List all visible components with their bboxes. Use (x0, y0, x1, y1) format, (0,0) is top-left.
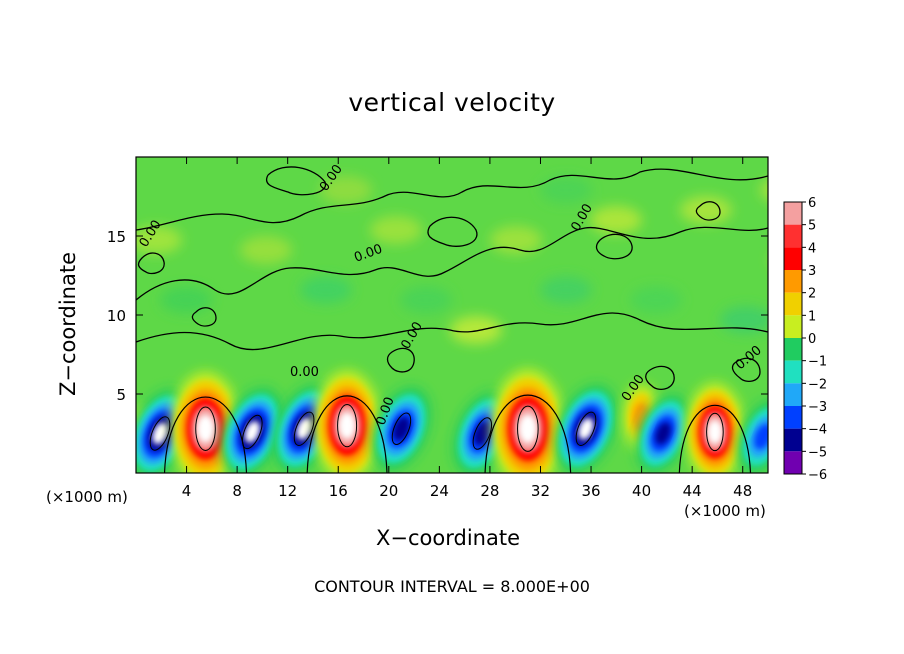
x-axis: 4 8 12 16 20 24 28 32 36 40 44 48 (182, 157, 752, 500)
cell-contour (706, 412, 724, 452)
velocity-cell (221, 387, 284, 473)
colorbar-label: 2 (808, 287, 816, 302)
contour-line (695, 201, 721, 221)
velocity-cell (554, 384, 618, 473)
contour-line (595, 233, 633, 260)
contour-line (137, 252, 165, 275)
x-tick-label: 4 (182, 482, 192, 500)
colorbar-label: −6 (808, 468, 827, 483)
contour-interval-caption: CONTOUR INTERVAL = 8.000E+00 (314, 577, 590, 596)
x-unit-label-left: (×1000 m) (46, 488, 128, 506)
colorbar-label: −4 (808, 423, 827, 438)
contour-line (136, 226, 768, 301)
velocity-cell (737, 399, 768, 473)
colorbar-label: −2 (808, 377, 827, 392)
x-tick-label: 24 (430, 482, 449, 500)
cell-contour (149, 416, 171, 451)
colorbar-label: −3 (808, 400, 827, 415)
plot-area: 0.000.000.000.000.000.00 0.000.000.00 (136, 157, 768, 473)
cell-contour (337, 404, 358, 448)
colorbar-segment (784, 202, 802, 225)
colorbar-segment (784, 451, 802, 474)
x-tick-label: 48 (733, 482, 752, 500)
contour-line (136, 168, 768, 231)
contour-line (645, 365, 675, 391)
cell-boundary-contour (678, 404, 752, 473)
cell-contour (472, 417, 493, 450)
x-tick-label: 28 (480, 482, 499, 500)
velocity-cell (491, 369, 565, 473)
y-tick-label: 10 (107, 307, 126, 325)
colorbar-segment (784, 292, 802, 316)
colorbar-segment (784, 247, 802, 270)
zero-contours (136, 166, 768, 391)
cell-contour (195, 406, 216, 451)
y-tick-label: 5 (116, 386, 126, 404)
colorbar-segment (784, 406, 802, 429)
contour-line (427, 216, 478, 247)
contour-line (386, 347, 415, 373)
velocity-cell (635, 394, 691, 473)
cell-boundary-contour (484, 394, 572, 473)
x-tick-label: 44 (683, 482, 702, 500)
field-texture (136, 176, 768, 344)
colorbar-segment (784, 360, 802, 384)
chart-title: vertical velocity (348, 88, 556, 117)
y-axis-label: Z−coordinate (56, 252, 80, 396)
contour-label: 0.00 (290, 365, 319, 380)
y-axis: 5 10 15 (107, 228, 768, 404)
colorbar-segment (784, 270, 802, 293)
colorbar-label: 4 (808, 241, 816, 256)
x-axis-label: X−coordinate (376, 526, 520, 550)
x-tick-label: 12 (278, 482, 297, 500)
cell-contour (241, 414, 263, 450)
velocity-cell (372, 386, 431, 471)
contour-line (265, 166, 326, 196)
cell-contour (293, 411, 315, 446)
x-tick-label: 32 (531, 482, 550, 500)
contour-line (731, 357, 761, 383)
colorbar-label: 0 (808, 332, 816, 347)
colorbar-label: 6 (808, 196, 816, 211)
x-tick-label: 20 (379, 482, 398, 500)
velocity-cells (136, 369, 768, 473)
x-tick-label: 40 (632, 482, 651, 500)
colorbar-label: 1 (808, 309, 816, 324)
contour-line (191, 307, 217, 327)
cell-contour (575, 411, 597, 446)
contour-line (136, 312, 768, 351)
cell-boundary-contour (163, 396, 248, 473)
velocity-cell (685, 382, 745, 473)
cell-contour (517, 405, 539, 452)
colorbar-label: 3 (808, 264, 816, 279)
x-unit-label-right: (×1000 m) (684, 502, 766, 520)
velocity-cell (313, 370, 381, 473)
colorbar-segment (784, 428, 802, 452)
x-tick-label: 16 (329, 482, 348, 500)
colorbar-segment (784, 224, 802, 248)
colorbar-label: −5 (808, 445, 827, 460)
colorbar-segment (784, 315, 802, 338)
colorbar-label: 5 (808, 219, 816, 234)
colorbar: 6 5 4 3 2 1 0 −1 −2 −3 −4 −5 −6 (783, 196, 827, 483)
x-tick-label: 8 (232, 482, 242, 500)
cell-contour (391, 412, 412, 445)
cell-boundary-contour (306, 395, 388, 473)
colorbar-segment (784, 383, 802, 406)
y-tick-label: 15 (107, 228, 126, 246)
colorbar-label: −1 (808, 355, 827, 370)
x-tick-label: 36 (581, 482, 600, 500)
colorbar-segment (784, 338, 802, 361)
